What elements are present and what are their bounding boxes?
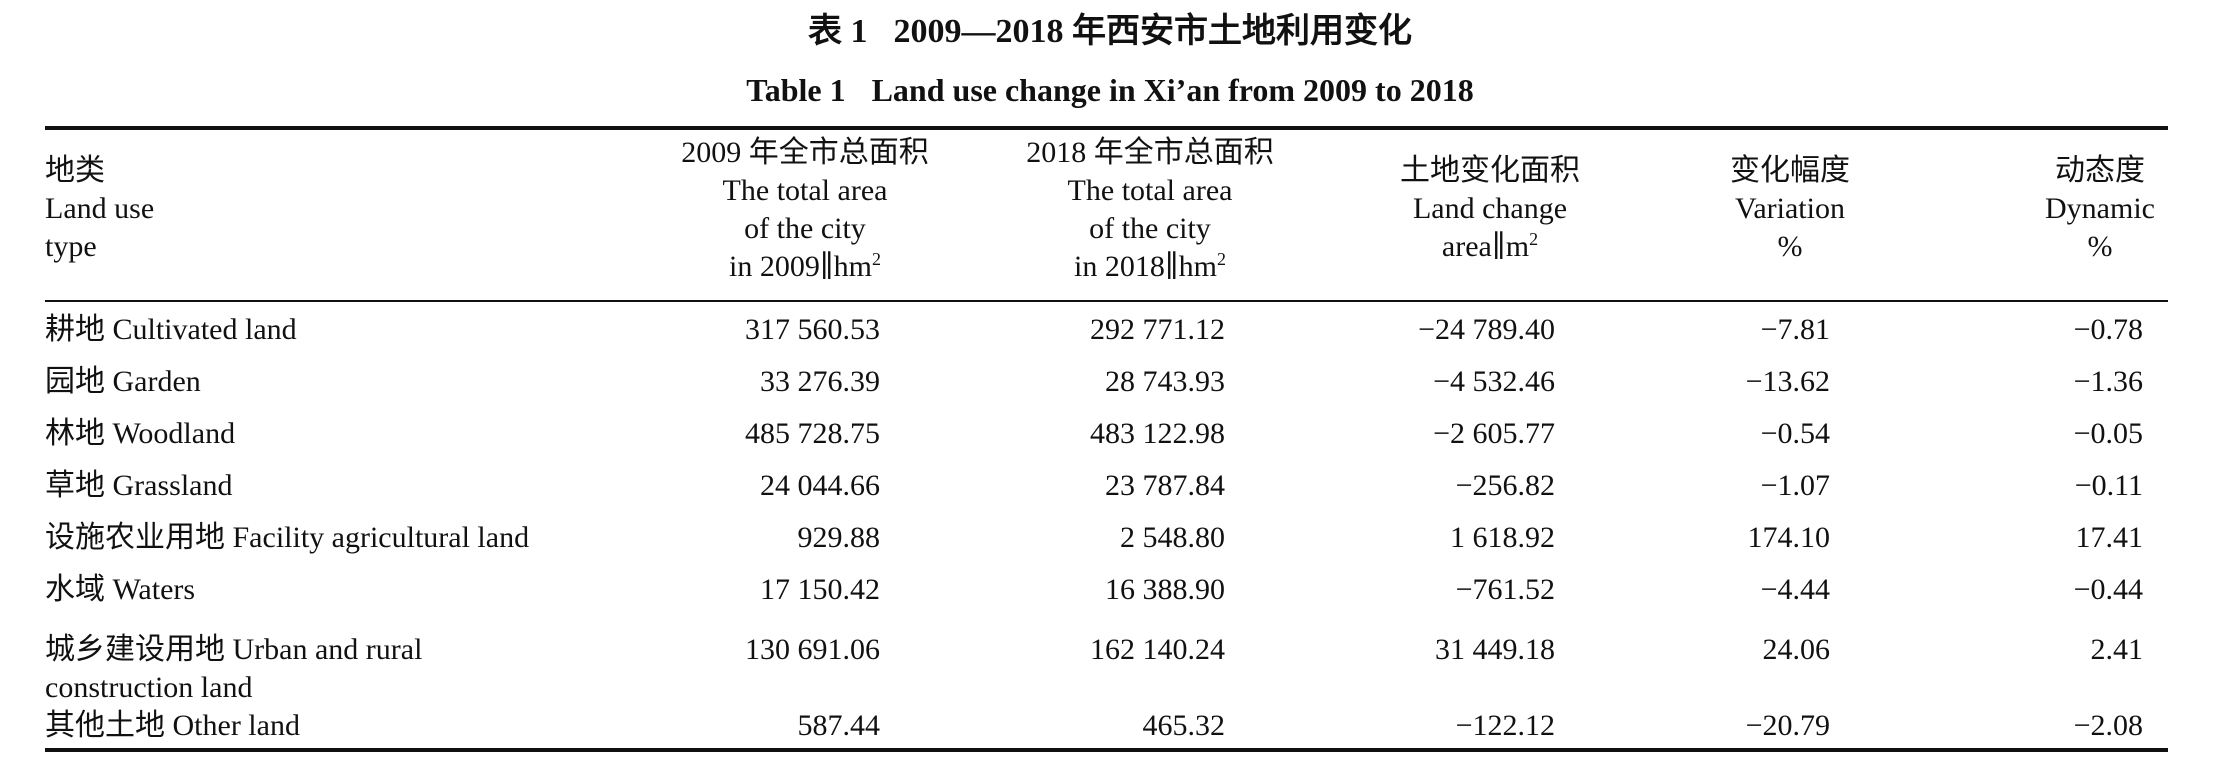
header-en-line1: Variation (1735, 192, 1845, 225)
cell-land-change: −4 532.46 (1433, 365, 1555, 398)
header-cn: 动态度 (2055, 154, 2145, 187)
cell-dynamic: −2.08 (2073, 709, 2143, 742)
cell-dynamic: 17.41 (2075, 521, 2144, 554)
cell-variation: 24.06 (1762, 633, 1831, 666)
header-en-line1: Dynamic (2045, 192, 2155, 225)
header-land-change-area: 土地变化面积 Land change area∥m2 (1340, 152, 1640, 266)
cell-area-2009: 17 150.42 (760, 573, 880, 606)
cell-variation: −0.54 (1760, 417, 1830, 450)
table-title-english: Land use change in Xi’an from 2009 to 20… (871, 72, 1474, 108)
header-cn: 变化幅度 (1730, 154, 1850, 187)
cell-dynamic: −0.78 (2073, 313, 2143, 346)
table-number-english: Table 1 (746, 72, 846, 108)
header-land-use-type: 地类 Land use type (45, 152, 154, 266)
header-en-line1: The total area (1067, 174, 1233, 207)
cell-variation: −1.07 (1760, 469, 1830, 502)
cell-land-type: 城乡建设用地 Urban and rural construction land (45, 633, 423, 704)
header-dynamic: 动态度 Dynamic % (1990, 152, 2210, 266)
header-unit: in 2018∥hm (1073, 250, 1218, 283)
cell-land-type: 水域 Waters (45, 573, 196, 606)
header-en-line3: in 2009∥hm2 (640, 248, 970, 286)
cell-variation: −13.62 (1745, 365, 1830, 398)
header-en-line2: of the city (744, 212, 866, 245)
cell-dynamic: −1.36 (2073, 365, 2143, 398)
header-cn: 地类 (45, 154, 105, 187)
header-unit: area∥m (1441, 230, 1530, 263)
cell-area-2009: 24 044.66 (760, 469, 880, 502)
header-en-line1: Land use (45, 192, 155, 225)
cell-area-2009: 130 691.06 (745, 633, 880, 666)
cell-variation: −7.81 (1760, 313, 1830, 346)
header-en-line3: in 2018∥hm2 (985, 248, 1315, 286)
cell-area-2018: 162 140.24 (1090, 633, 1225, 666)
cell-area-2018: 2 548.80 (1120, 521, 1225, 554)
header-cn: 2009 年全市总面积 (681, 136, 929, 169)
table-caption-chinese: 表 1 2009—2018 年西安市土地利用变化 (0, 8, 2220, 56)
cell-area-2018: 483 122.98 (1090, 417, 1225, 450)
cell-variation: 174.10 (1747, 521, 1831, 554)
cell-land-change: −2 605.77 (1433, 417, 1555, 450)
header-rule (45, 300, 2168, 302)
header-en-line2: % (2087, 230, 2113, 263)
header-en-line1: The total area (722, 174, 888, 207)
header-en-line1: Land change (1412, 192, 1568, 225)
cell-land-change: −256.82 (1455, 469, 1555, 502)
bottom-rule (45, 748, 2168, 752)
header-variation: 变化幅度 Variation % (1680, 152, 1900, 266)
cell-area-2018: 465.32 (1142, 709, 1226, 742)
cell-variation: −20.79 (1745, 709, 1830, 742)
header-en-line2: % (1777, 230, 1803, 263)
cell-area-2018: 292 771.12 (1090, 313, 1225, 346)
cell-land-type: 林地 Woodland (45, 417, 236, 450)
cell-dynamic: −0.44 (2073, 573, 2143, 606)
header-en-line2: area∥m2 (1340, 228, 1640, 266)
header-cn: 土地变化面积 (1400, 154, 1580, 187)
cell-area-2009: 317 560.53 (745, 313, 880, 346)
header-area-2009: 2009 年全市总面积 The total area of the city i… (640, 134, 970, 286)
cell-land-type: 设施农业用地 Facility agricultural land (45, 521, 530, 554)
cell-land-type: 园地 Garden (45, 365, 201, 398)
table-number-chinese: 表 1 (808, 13, 868, 50)
header-unit: in 2009∥hm (728, 250, 873, 283)
cell-dynamic: −0.11 (2074, 469, 2143, 502)
cell-area-2009: 33 276.39 (760, 365, 880, 398)
unit-superscript: 2 (872, 249, 882, 269)
cell-land-change: −761.52 (1455, 573, 1555, 606)
top-rule (45, 126, 2168, 130)
cell-land-change: 1 618.92 (1450, 521, 1555, 554)
unit-superscript: 2 (1217, 249, 1227, 269)
table-title-chinese: 2009—2018 年西安市土地利用变化 (893, 13, 1413, 50)
cell-land-type: 耕地 Cultivated land (45, 313, 297, 346)
cell-area-2018: 23 787.84 (1105, 469, 1225, 502)
cell-area-2009: 929.88 (797, 521, 881, 554)
cell-land-type: 草地 Grassland (45, 469, 233, 502)
cell-land-type: 其他土地 Other land (45, 709, 300, 742)
cell-land-change: 31 449.18 (1435, 633, 1555, 666)
cell-land-change: −24 789.40 (1418, 313, 1555, 346)
header-en-line2: type (45, 230, 97, 263)
header-cn: 2018 年全市总面积 (1026, 136, 1274, 169)
cell-area-2018: 28 743.93 (1105, 365, 1225, 398)
table-caption-english: Table 1 Land use change in Xi’an from 200… (0, 66, 2220, 114)
unit-superscript: 2 (1529, 229, 1539, 249)
cell-dynamic: −0.05 (2073, 417, 2143, 450)
header-area-2018: 2018 年全市总面积 The total area of the city i… (985, 134, 1315, 286)
cell-area-2009: 485 728.75 (745, 417, 880, 450)
cell-area-2009: 587.44 (797, 709, 881, 742)
cell-area-2018: 16 388.90 (1105, 573, 1225, 606)
cell-land-change: −122.12 (1455, 709, 1555, 742)
cell-variation: −4.44 (1760, 573, 1830, 606)
header-en-line2: of the city (1089, 212, 1211, 245)
cell-dynamic: 2.41 (2090, 633, 2144, 666)
